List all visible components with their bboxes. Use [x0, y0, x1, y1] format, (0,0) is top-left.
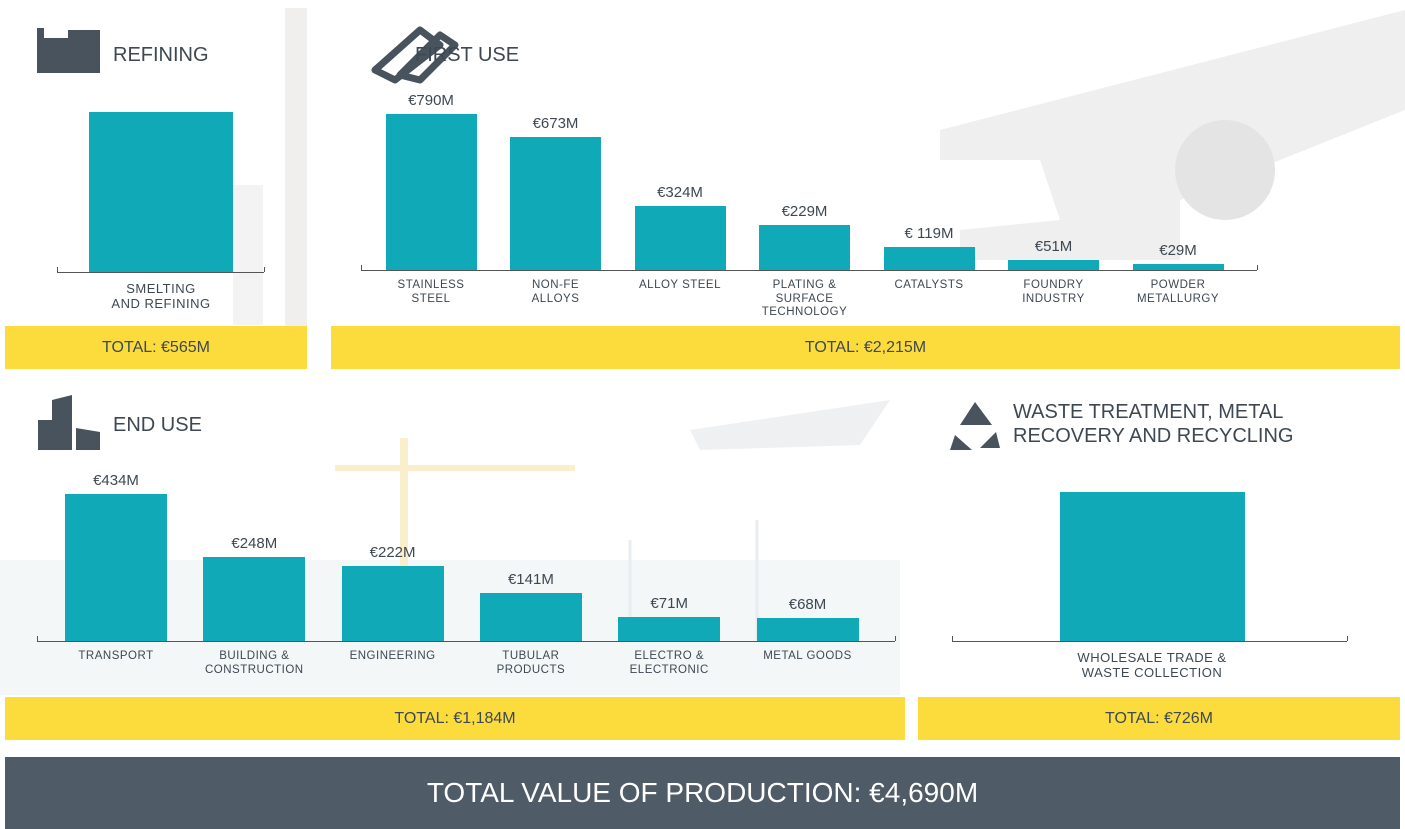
value-label: €248M [231, 535, 278, 552]
panel-title: REFINING [113, 44, 209, 66]
axis-line [37, 641, 895, 642]
value-label: €790M [408, 92, 454, 109]
bar [759, 224, 850, 270]
axis-end [895, 636, 896, 641]
category-label: POWDER METALLURGY [1136, 279, 1220, 305]
axis-line [952, 641, 1347, 642]
bar [1059, 492, 1245, 641]
axis-end [361, 265, 362, 270]
category-label: STAINLESS STEEL [397, 279, 465, 305]
category-label: CATALYSTS [894, 279, 964, 291]
category-label: WHOLESALE TRADE & WASTE COLLECTION [1077, 650, 1227, 680]
value-label: €434M [93, 472, 139, 489]
category-label: METAL GOODS [763, 650, 852, 662]
panel-total: TOTAL: €1,184M [5, 697, 905, 740]
category-label: ALLOY STEEL [639, 279, 721, 291]
category-label: SMELTING AND REFINING [111, 281, 211, 311]
footer-total: TOTAL VALUE OF PRODUCTION: €4,690M [5, 757, 1400, 829]
value-label: €71M [650, 594, 688, 612]
value-label: €68M [788, 595, 827, 613]
panel-title: END USE [113, 414, 202, 436]
bar [479, 593, 582, 641]
axis-line [361, 270, 1257, 271]
panel-total: TOTAL: €2,215M [331, 326, 1400, 369]
bar [1132, 264, 1224, 270]
bar [65, 494, 167, 641]
category-label: TUBULAR PRODUCTS [496, 650, 566, 676]
category-label: TRANSPORT [78, 650, 154, 662]
panel-total: TOTAL: €726M [918, 697, 1400, 740]
category-label: NON-FE ALLOYS [531, 279, 580, 305]
bar [341, 565, 444, 641]
value-label: €222M [369, 543, 416, 561]
value-label: €673M [532, 115, 579, 133]
value-label: €141M [507, 571, 554, 589]
panel-total: TOTAL: €565M [5, 326, 307, 369]
bar [756, 617, 859, 641]
category-label: PLATING & SURFACE TECHNOLOGY [761, 279, 848, 318]
bar [634, 206, 726, 270]
bar [618, 616, 721, 641]
value-label: €229M [781, 202, 828, 220]
axis-end [952, 636, 953, 641]
bar [1008, 259, 1099, 270]
category-label: FOUNDRY INDUSTRY [1022, 279, 1085, 305]
value-label: €29M [1159, 242, 1197, 260]
bar [385, 114, 477, 270]
axis-end [264, 267, 265, 272]
category-label: ELECTRO & ELECTRONIC [629, 650, 709, 676]
axis-end [1347, 636, 1348, 641]
panel-title: WASTE TREATMENT, METAL RECOVERY AND RECY… [1013, 401, 1294, 447]
value-label: €51M [1034, 237, 1073, 255]
value-label: € 119M [904, 224, 954, 242]
axis-end [1257, 265, 1258, 270]
value-label: €324M [657, 184, 703, 202]
axis-end [37, 636, 38, 641]
axis-line [57, 272, 264, 273]
bar [89, 112, 233, 272]
category-label: ENGINEERING [349, 650, 436, 662]
axis-end [57, 267, 58, 272]
bar [510, 137, 601, 270]
bar [203, 557, 306, 641]
panel-title: FIRST USE [415, 44, 520, 66]
bar [883, 246, 975, 270]
category-label: BUILDING & CONSTRUCTION [204, 650, 304, 676]
